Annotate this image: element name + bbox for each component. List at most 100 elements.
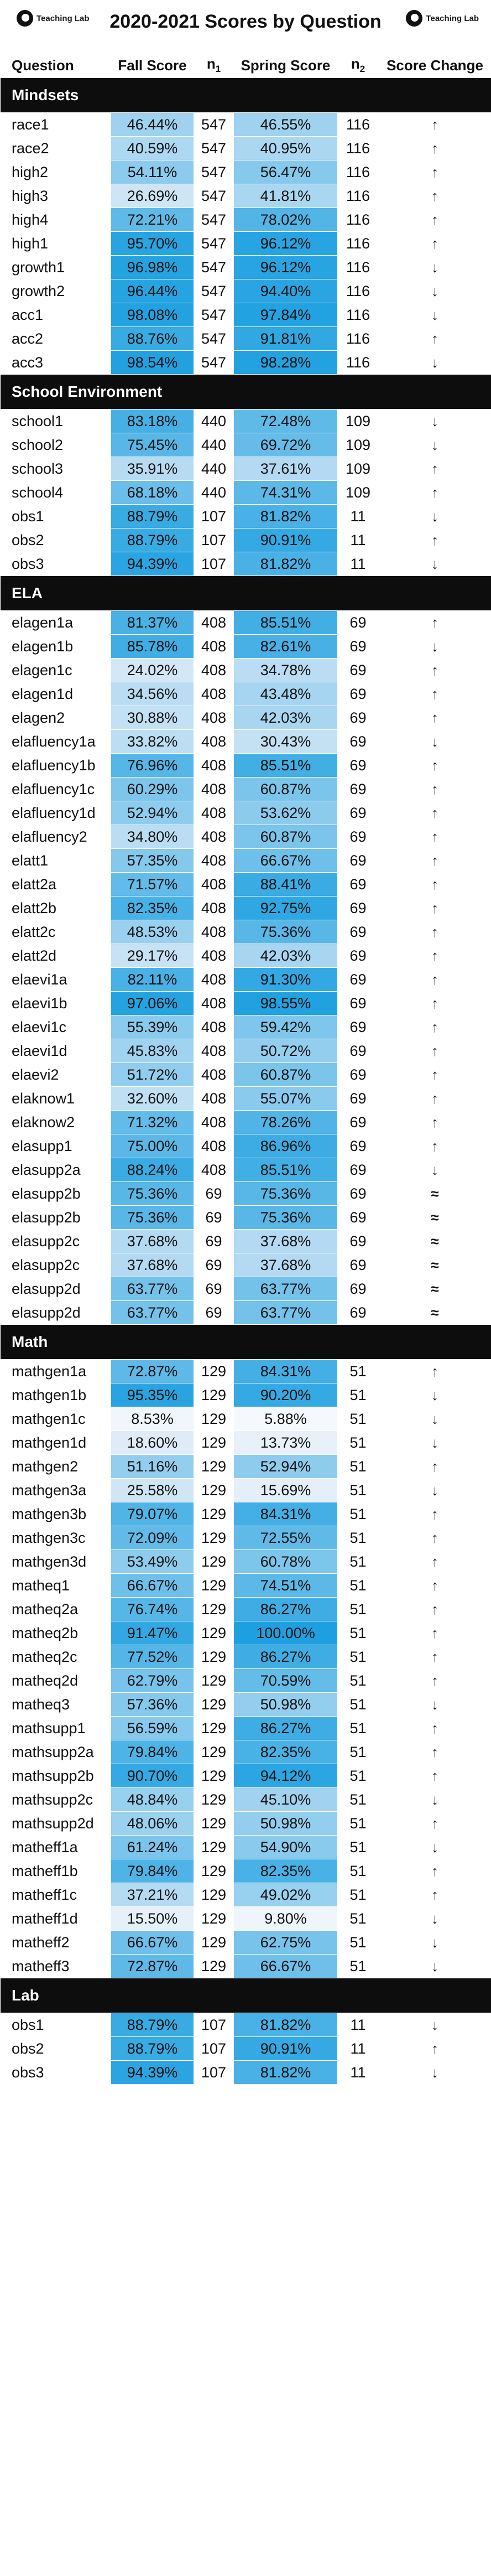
table-row: elaevi1a 82.11% 408 91.30% 69 ↑ — [0, 967, 491, 992]
table-row: elasupp2c 37.68% 69 37.68% 69 ≈ — [0, 1253, 491, 1277]
n2-cell: 69 — [337, 872, 379, 896]
spring-score-cell: 60.87% — [233, 825, 338, 849]
fall-score-cell: 48.84% — [111, 1787, 194, 1812]
n2-cell: 69 — [337, 801, 379, 825]
spring-score-cell: 88.41% — [233, 872, 338, 896]
table-row: elasupp2a 88.24% 408 85.51% 69 ↓ — [0, 1158, 491, 1182]
n1-cell: 129 — [194, 1906, 234, 1931]
column-header-n2: n2 — [337, 53, 379, 78]
spring-score-cell: 40.95% — [233, 136, 338, 160]
score-change-cell: ↓ — [378, 433, 491, 457]
n2-cell: 51 — [337, 1430, 379, 1455]
n1-cell: 547 — [194, 160, 234, 184]
question-cell: matheff1c — [0, 1883, 111, 1907]
fall-score-cell: 68.18% — [111, 480, 194, 505]
table-row: obs3 94.39% 107 81.82% 11 ↓ — [0, 552, 491, 576]
table-row: school3 35.91% 440 37.61% 109 ↑ — [0, 457, 491, 481]
n2-cell: 51 — [337, 1359, 379, 1383]
n1-cell: 69 — [194, 1229, 234, 1253]
n1-cell: 107 — [194, 552, 234, 576]
score-change-cell: ↑ — [378, 1526, 491, 1550]
fall-score-cell: 33.82% — [111, 729, 194, 754]
fall-score-cell: 71.57% — [111, 872, 194, 896]
question-cell: elafluency1a — [0, 729, 111, 754]
n2-cell: 51 — [337, 1859, 379, 1883]
spring-score-cell: 53.62% — [233, 801, 338, 825]
fall-score-cell: 88.79% — [111, 2036, 194, 2061]
spring-score-cell: 60.78% — [233, 1549, 338, 1574]
spring-score-cell: 84.31% — [233, 1359, 338, 1383]
spring-score-cell: 43.48% — [233, 682, 338, 706]
spring-score-cell: 54.90% — [233, 1835, 338, 1859]
table-row: school2 75.45% 440 69.72% 109 ↓ — [0, 433, 491, 457]
fall-score-cell: 75.36% — [111, 1205, 194, 1230]
fall-score-cell: 51.16% — [111, 1454, 194, 1479]
fall-score-cell: 94.39% — [111, 552, 194, 576]
table-row: growth2 96.44% 547 94.40% 116 ↓ — [0, 279, 491, 303]
question-cell: acc1 — [0, 303, 111, 327]
n2-cell: 51 — [337, 1835, 379, 1859]
teaching-lab-logo-icon — [406, 10, 423, 27]
score-change-cell: ↑ — [378, 1502, 491, 1526]
n2-cell: 51 — [337, 1906, 379, 1931]
column-header-question: Question — [0, 53, 111, 78]
table-row: elagen1c 24.02% 408 34.78% 69 ↑ — [0, 658, 491, 682]
n2-cell: 116 — [337, 160, 379, 184]
question-cell: matheff1d — [0, 1906, 111, 1931]
fall-score-cell: 66.67% — [111, 1573, 194, 1598]
question-cell: elatt2b — [0, 896, 111, 920]
score-change-cell: ↑ — [378, 825, 491, 849]
spring-score-cell: 90.20% — [233, 1383, 338, 1407]
n2-cell: 69 — [337, 944, 379, 968]
fall-score-cell: 90.70% — [111, 1764, 194, 1788]
n1-cell: 129 — [194, 1740, 234, 1764]
n1-cell: 129 — [194, 1668, 234, 1693]
fall-score-cell: 37.68% — [111, 1253, 194, 1277]
n1-cell: 408 — [194, 967, 234, 992]
spring-score-cell: 81.82% — [233, 504, 338, 528]
fall-score-cell: 95.70% — [111, 231, 194, 256]
question-cell: matheff1a — [0, 1835, 111, 1859]
column-header-spring-score: Spring Score — [233, 53, 338, 78]
question-cell: mathsupp2a — [0, 1740, 111, 1764]
table-row: mathgen3d 53.49% 129 60.78% 51 ↑ — [0, 1549, 491, 1574]
fall-score-cell: 35.91% — [111, 457, 194, 481]
score-change-cell: ↑ — [378, 1883, 491, 1907]
spring-score-cell: 81.82% — [233, 552, 338, 576]
n1-cell: 129 — [194, 1526, 234, 1550]
n1-cell: 408 — [194, 634, 234, 659]
spring-score-cell: 49.02% — [233, 1883, 338, 1907]
table-row: elagen1d 34.56% 408 43.48% 69 ↑ — [0, 682, 491, 706]
header-row: Question Fall Score n1 Spring Score n2 S… — [0, 53, 491, 78]
n2-cell: 116 — [337, 136, 379, 160]
score-change-cell: ↓ — [378, 1692, 491, 1717]
question-cell: elafluency1c — [0, 777, 111, 801]
n1-cell: 107 — [194, 2013, 234, 2037]
fall-score-cell: 15.50% — [111, 1906, 194, 1931]
table-row: elaevi1b 97.06% 408 98.55% 69 ↑ — [0, 991, 491, 1015]
n1-cell: 129 — [194, 1764, 234, 1788]
n1-cell: 547 — [194, 208, 234, 232]
n1-cell: 408 — [194, 848, 234, 873]
fall-score-cell: 45.83% — [111, 1039, 194, 1063]
table-row: mathsupp2d 48.06% 129 50.98% 51 ↑ — [0, 1811, 491, 1836]
score-change-cell: ↓ — [378, 504, 491, 528]
question-cell: mathgen3c — [0, 1526, 111, 1550]
spring-score-cell: 75.36% — [233, 1181, 338, 1206]
table-row: elaevi2 51.72% 408 60.87% 69 ↑ — [0, 1062, 491, 1087]
score-change-cell: ↓ — [378, 303, 491, 327]
n2-cell: 69 — [337, 1134, 379, 1158]
spring-score-cell: 42.03% — [233, 944, 338, 968]
question-cell: mathsupp2c — [0, 1787, 111, 1812]
question-cell: elaknow2 — [0, 1110, 111, 1134]
n1-cell: 69 — [194, 1253, 234, 1277]
question-cell: obs3 — [0, 552, 111, 576]
fall-score-cell: 72.87% — [111, 1359, 194, 1383]
fall-score-cell: 51.72% — [111, 1062, 194, 1087]
n2-cell: 116 — [337, 303, 379, 327]
table-row: high4 72.21% 547 78.02% 116 ↑ — [0, 208, 491, 232]
section-title: School Environment — [0, 374, 491, 410]
question-cell: matheq2c — [0, 1645, 111, 1669]
n2-cell: 51 — [337, 1930, 379, 1955]
column-header-fall-score: Fall Score — [111, 53, 194, 78]
